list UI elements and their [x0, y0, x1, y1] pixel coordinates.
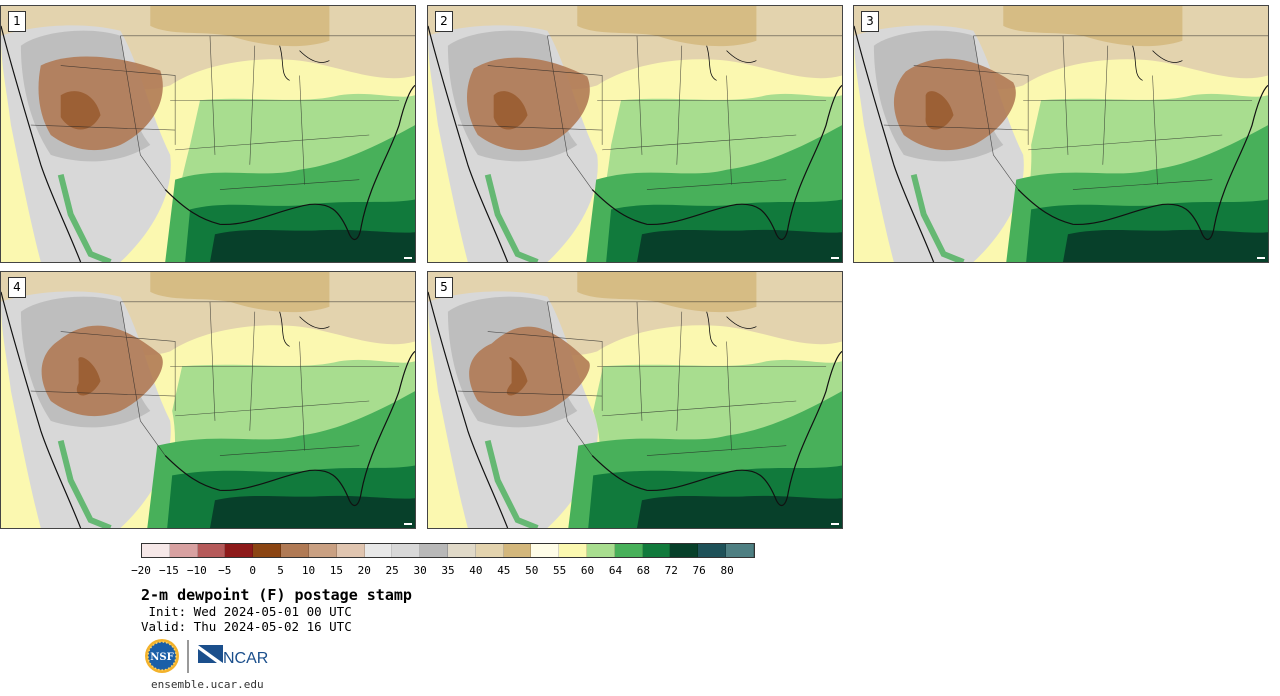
colorbar-swatch [670, 544, 699, 557]
colorbar-tick-label: −15 [158, 564, 179, 577]
colorbar-swatch [225, 544, 254, 557]
valid-time: Valid: Thu 2024-05-02 16 UTC [141, 619, 352, 634]
stamp-panel-4[interactable]: 4 [0, 271, 416, 529]
colorbar-swatch [447, 544, 476, 557]
colorbar-swatch [253, 544, 282, 557]
stamp-panel-2[interactable]: 2 [427, 5, 843, 263]
colorbar-tick-label: 25 [385, 564, 399, 577]
colorbar-tick-label: −5 [218, 564, 232, 577]
stamp-panel-3[interactable]: 3 [853, 5, 1269, 263]
colorbar-swatch [503, 544, 532, 557]
colorbar-swatch [642, 544, 671, 557]
panel-number: 4 [8, 277, 26, 298]
colorbar-swatch [142, 544, 170, 557]
colorbar-tick-label: 15 [329, 564, 343, 577]
stamp-panel-5[interactable]: 5 [427, 271, 843, 529]
colorbar-swatch [698, 544, 727, 557]
colorbar-tick-label: 10 [301, 564, 316, 577]
colorbar-swatch [364, 544, 393, 557]
svg-text:NSF: NSF [150, 652, 173, 663]
svg-text:NCAR: NCAR [223, 650, 268, 667]
panel-number: 5 [435, 277, 453, 298]
colorbar-swatch [587, 544, 615, 557]
colorbar-tick-label: 55 [553, 564, 567, 577]
colorbar-tick-label: 40 [469, 564, 483, 577]
colorbar-swatch [531, 544, 560, 557]
panel-number: 3 [861, 11, 879, 32]
plot-title: 2-m dewpoint (F) postage stamp [141, 586, 412, 604]
colorbar-tick-label: 68 [636, 564, 650, 577]
panel-number: 2 [435, 11, 453, 32]
stamp-panel-1[interactable]: 1 [0, 5, 416, 263]
colorbar-tick-label: 0 [249, 564, 256, 577]
panel-number: 1 [8, 11, 26, 32]
dewpoint-map [428, 272, 842, 528]
colorbar-swatch [420, 544, 448, 557]
sponsor-logos: NSF NCAR [145, 639, 268, 673]
ncar-logo-icon: NCAR [198, 645, 268, 667]
dewpoint-map [428, 6, 842, 262]
colorbar-tick-label: −10 [186, 564, 207, 577]
dewpoint-map [1, 272, 415, 528]
dewpoint-colorbar [141, 543, 755, 558]
nsf-logo-icon: NSF [145, 639, 179, 673]
website-url[interactable]: ensemble.ucar.edu [151, 678, 264, 691]
colorbar-tick-label: 20 [357, 564, 371, 577]
colorbar-swatch [336, 544, 365, 557]
colorbar-swatch [281, 544, 309, 557]
colorbar-swatch [559, 544, 587, 557]
colorbar-swatch [614, 544, 643, 557]
colorbar-swatch [392, 544, 421, 557]
colorbar-tick-label: 80 [720, 564, 734, 577]
colorbar-tick-label: 35 [441, 564, 455, 577]
colorbar-tick-label: −20 [131, 564, 151, 577]
dewpoint-map [854, 6, 1268, 262]
colorbar-swatch [475, 544, 504, 557]
colorbar-tick-label: 60 [580, 564, 595, 577]
colorbar-tick-label: 30 [413, 564, 427, 577]
colorbar-swatch [726, 544, 754, 557]
colorbar-tick-label: 45 [497, 564, 511, 577]
colorbar-tick-label: 72 [664, 564, 678, 577]
colorbar-tick-label: 5 [277, 564, 284, 577]
colorbar-tick-labels: −20 −15 −10 −5 0 5 10 15 20 25 30 35 40 45 50 55 60 64 68 7… [131, 564, 755, 578]
colorbar-tick-label: 64 [608, 564, 623, 577]
colorbar-swatch [308, 544, 337, 557]
colorbar-tick-label: 76 [692, 564, 706, 577]
init-time: Init: Wed 2024-05-01 00 UTC [141, 604, 352, 619]
colorbar-swatch [169, 544, 198, 557]
colorbar-swatch [197, 544, 226, 557]
colorbar-tick-label: 50 [525, 564, 539, 577]
dewpoint-map [1, 6, 415, 262]
